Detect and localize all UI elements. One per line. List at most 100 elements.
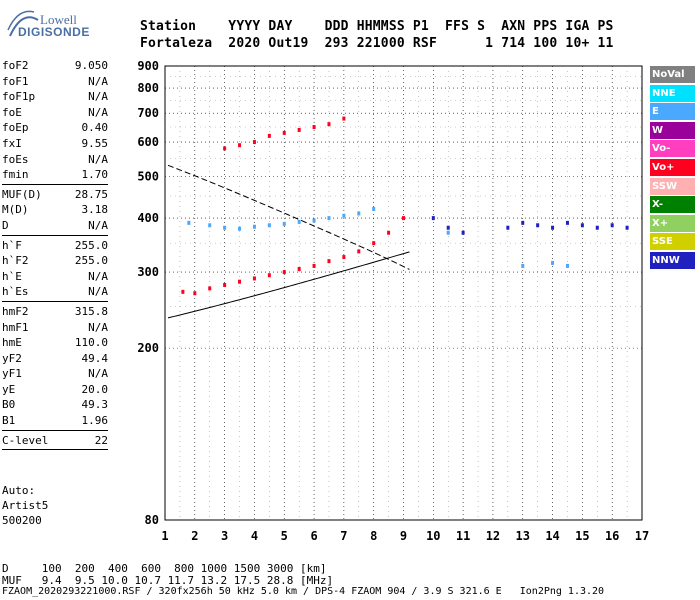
param-label: foEs <box>2 152 29 166</box>
param-row: h`F2 255.0 <box>2 253 108 269</box>
echo-point <box>536 223 540 228</box>
echo-point <box>297 127 301 132</box>
echo-point <box>372 241 376 246</box>
param-row: foF1 N/A <box>2 74 108 90</box>
param-row: C-level 22 <box>2 433 108 449</box>
param-label: h`E <box>2 269 22 283</box>
param-value: 9.050 <box>74 59 108 72</box>
echo-point <box>282 130 286 135</box>
param-row: foF2 9.050 <box>2 58 108 74</box>
param-row: h`E N/A <box>2 269 108 285</box>
x-tick-label: 1 <box>161 529 168 543</box>
echo-point <box>327 259 331 264</box>
param-value: N/A <box>88 269 108 283</box>
x-tick-label: 9 <box>400 529 407 543</box>
auto-label: Auto: <box>2 484 36 497</box>
x-tick-label: 4 <box>251 529 258 543</box>
param-value: 49.3 <box>81 398 109 412</box>
legend-item: SSW <box>650 177 695 195</box>
param-row: h`F 255.0 <box>2 238 108 254</box>
param-value: N/A <box>88 285 108 299</box>
echo-point <box>595 225 599 230</box>
echo-point <box>267 273 271 278</box>
param-label: fmin <box>2 168 29 182</box>
param-label: h`F2 <box>2 254 29 268</box>
y-tick-label: 300 <box>137 265 159 279</box>
header-values: Fortaleza 2020 Out19 293 221000 RSF 1 71… <box>140 36 614 51</box>
param-label: foF1p <box>2 90 36 104</box>
echo-point <box>267 223 271 228</box>
param-value: N/A <box>88 105 108 119</box>
echo-point <box>312 125 316 130</box>
x-tick-label: 3 <box>221 529 228 543</box>
y-tick-label: 900 <box>137 59 159 73</box>
param-value: N/A <box>88 152 108 166</box>
echo-point <box>193 291 197 296</box>
param-label: foF1 <box>2 74 29 88</box>
auto-version: 500200 <box>2 514 42 527</box>
param-value: 9.55 <box>81 136 109 150</box>
legend-item: Vo- <box>650 140 695 158</box>
legend-item: X+ <box>650 214 695 232</box>
echo-point <box>327 122 331 127</box>
echo-point <box>282 221 286 226</box>
param-label: foE <box>2 105 22 119</box>
param-separator <box>2 234 108 236</box>
echo-point <box>252 276 256 281</box>
echo-point <box>610 223 614 228</box>
echo-point <box>342 116 346 121</box>
echo-point <box>238 279 242 284</box>
param-value: N/A <box>88 320 108 334</box>
param-label: foF2 <box>2 59 29 72</box>
x-tick-label: 2 <box>191 529 198 543</box>
echo-point <box>297 219 301 224</box>
echo-point <box>342 255 346 260</box>
param-separator <box>2 429 108 431</box>
echo-point <box>223 283 227 288</box>
echo-point <box>387 230 391 235</box>
auto-program: Artist5 <box>2 499 49 512</box>
param-value: 315.8 <box>74 304 108 318</box>
param-row: foE N/A <box>2 105 108 121</box>
footer-muf-row: MUF 9.4 9.5 10.0 10.7 11.7 13.2 17.5 28.… <box>2 574 334 587</box>
param-label: MUF(D) <box>2 187 42 201</box>
x-tick-label: 13 <box>516 529 530 543</box>
param-value: 22 <box>94 433 108 447</box>
scaled-parameters-panel: foF2 9.050 foF1 N/A foF1p N/A foE N/A foEp 0.40 fx… <box>2 58 108 452</box>
echo-point <box>252 140 256 145</box>
y-tick-label: 500 <box>137 169 159 183</box>
echo-point <box>208 286 212 291</box>
ionogram-plot: 1 2 3 4 5 6 7 8 9 10 11 12 13 14 15 16 17802003004005006… <box>137 59 649 543</box>
param-separator <box>2 300 108 302</box>
param-label: hmE <box>2 336 22 350</box>
legend-item: Vo+ <box>650 158 695 176</box>
param-label: hmF1 <box>2 320 29 334</box>
echo-point <box>208 223 212 228</box>
x-tick-label: 14 <box>545 529 559 543</box>
param-row: hmF1 N/A <box>2 320 108 336</box>
echo-point <box>402 216 405 221</box>
echo-point <box>282 270 286 275</box>
echo-point <box>446 230 450 235</box>
echo-point <box>312 218 316 223</box>
echo-point <box>342 213 346 218</box>
param-row: foF1p N/A <box>2 89 108 105</box>
echo-point <box>625 225 629 230</box>
param-value: N/A <box>88 367 108 381</box>
param-row: hmF2 315.8 <box>2 304 108 320</box>
echo-point <box>223 146 227 151</box>
autoscaling-info: Auto: Artist5 500200 <box>2 483 48 528</box>
y-tick-label: 400 <box>137 211 159 225</box>
x-tick-label: 17 <box>635 529 649 543</box>
echo-point <box>372 206 376 211</box>
digisonde-logo-icon <box>7 10 39 37</box>
legend-item: W <box>650 121 695 139</box>
echo-point <box>446 225 450 230</box>
echo-point <box>506 225 510 230</box>
y-tick-label: 200 <box>137 341 159 355</box>
x-tick-label: 7 <box>340 529 347 543</box>
param-row: foEs N/A <box>2 152 108 168</box>
param-row: M(D) 3.18 <box>2 202 108 218</box>
echo-point <box>580 223 584 228</box>
param-label: h`F <box>2 238 22 252</box>
